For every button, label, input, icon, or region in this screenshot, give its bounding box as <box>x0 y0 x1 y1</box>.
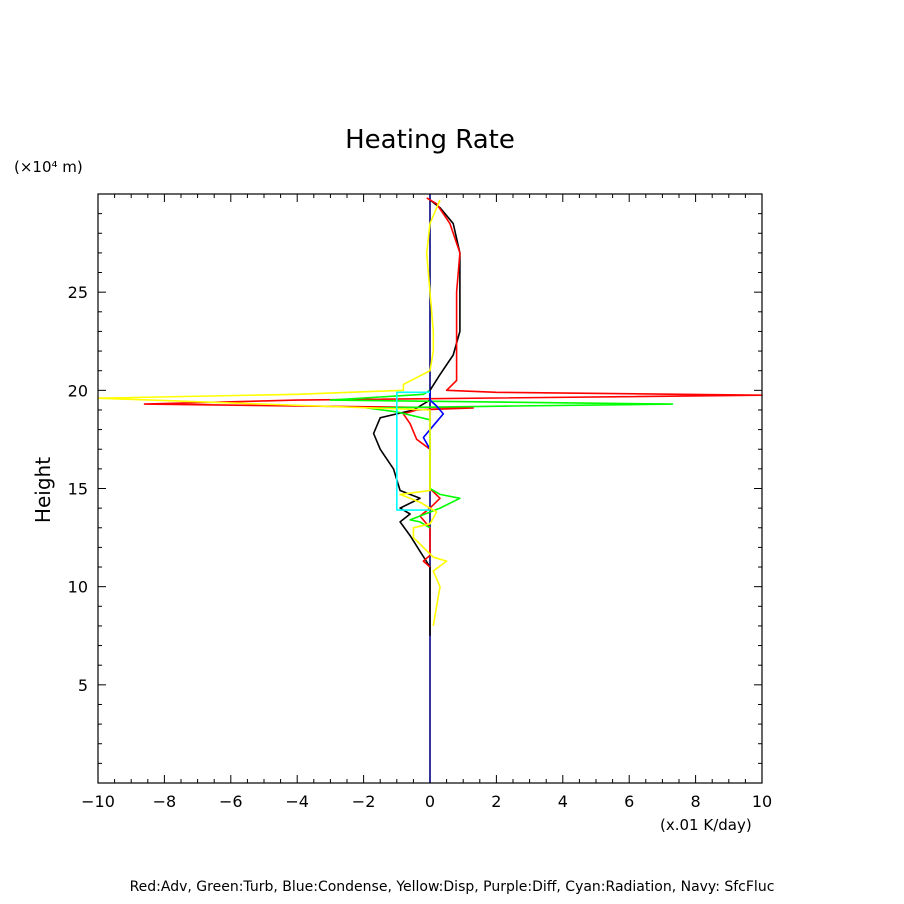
x-tick-label: 4 <box>558 792 568 811</box>
data-series <box>97 194 763 783</box>
y-unit-label: (×10⁴ m) <box>14 158 83 176</box>
x-tick-label: 0 <box>425 792 435 811</box>
plot-frame <box>97 193 763 784</box>
x-tick-label: 6 <box>624 792 634 811</box>
series-line-blue-condense <box>422 390 445 450</box>
x-tick-label: 10 <box>752 792 772 811</box>
y-tick-label: 15 <box>68 480 88 499</box>
x-tick-label: −2 <box>352 792 376 811</box>
chart-title: Heating Rate <box>345 125 515 155</box>
x-unit-label: (x.01 K/day) <box>660 816 752 834</box>
x-tick-label: −4 <box>285 792 309 811</box>
y-tick-label: 5 <box>78 676 88 695</box>
y-tick-label: 25 <box>68 283 88 302</box>
series-line-red-adv <box>143 197 763 568</box>
series-line-green-turb <box>329 389 674 529</box>
legend-caption: Red:Adv, Green:Turb, Blue:Condense, Yell… <box>130 879 775 895</box>
x-tick-labels: −10 −8 −6 −4 −2 0 2 4 6 8 10 <box>81 792 772 811</box>
series-line-black <box>372 199 461 636</box>
series-line-yellow-disp <box>97 199 448 627</box>
y-tick-labels: 5 10 15 20 25 <box>68 283 88 695</box>
x-tick-label: 2 <box>491 792 501 811</box>
y-axis-label: Height <box>31 457 55 523</box>
x-tick-label: −8 <box>153 792 177 811</box>
y-tick-label: 20 <box>68 381 88 400</box>
y-tick-label: 10 <box>68 578 88 597</box>
x-tick-label: −6 <box>219 792 243 811</box>
series-line-cyan-radiation <box>395 391 430 511</box>
x-tick-label: 8 <box>691 792 701 811</box>
x-tick-label: −10 <box>81 792 115 811</box>
